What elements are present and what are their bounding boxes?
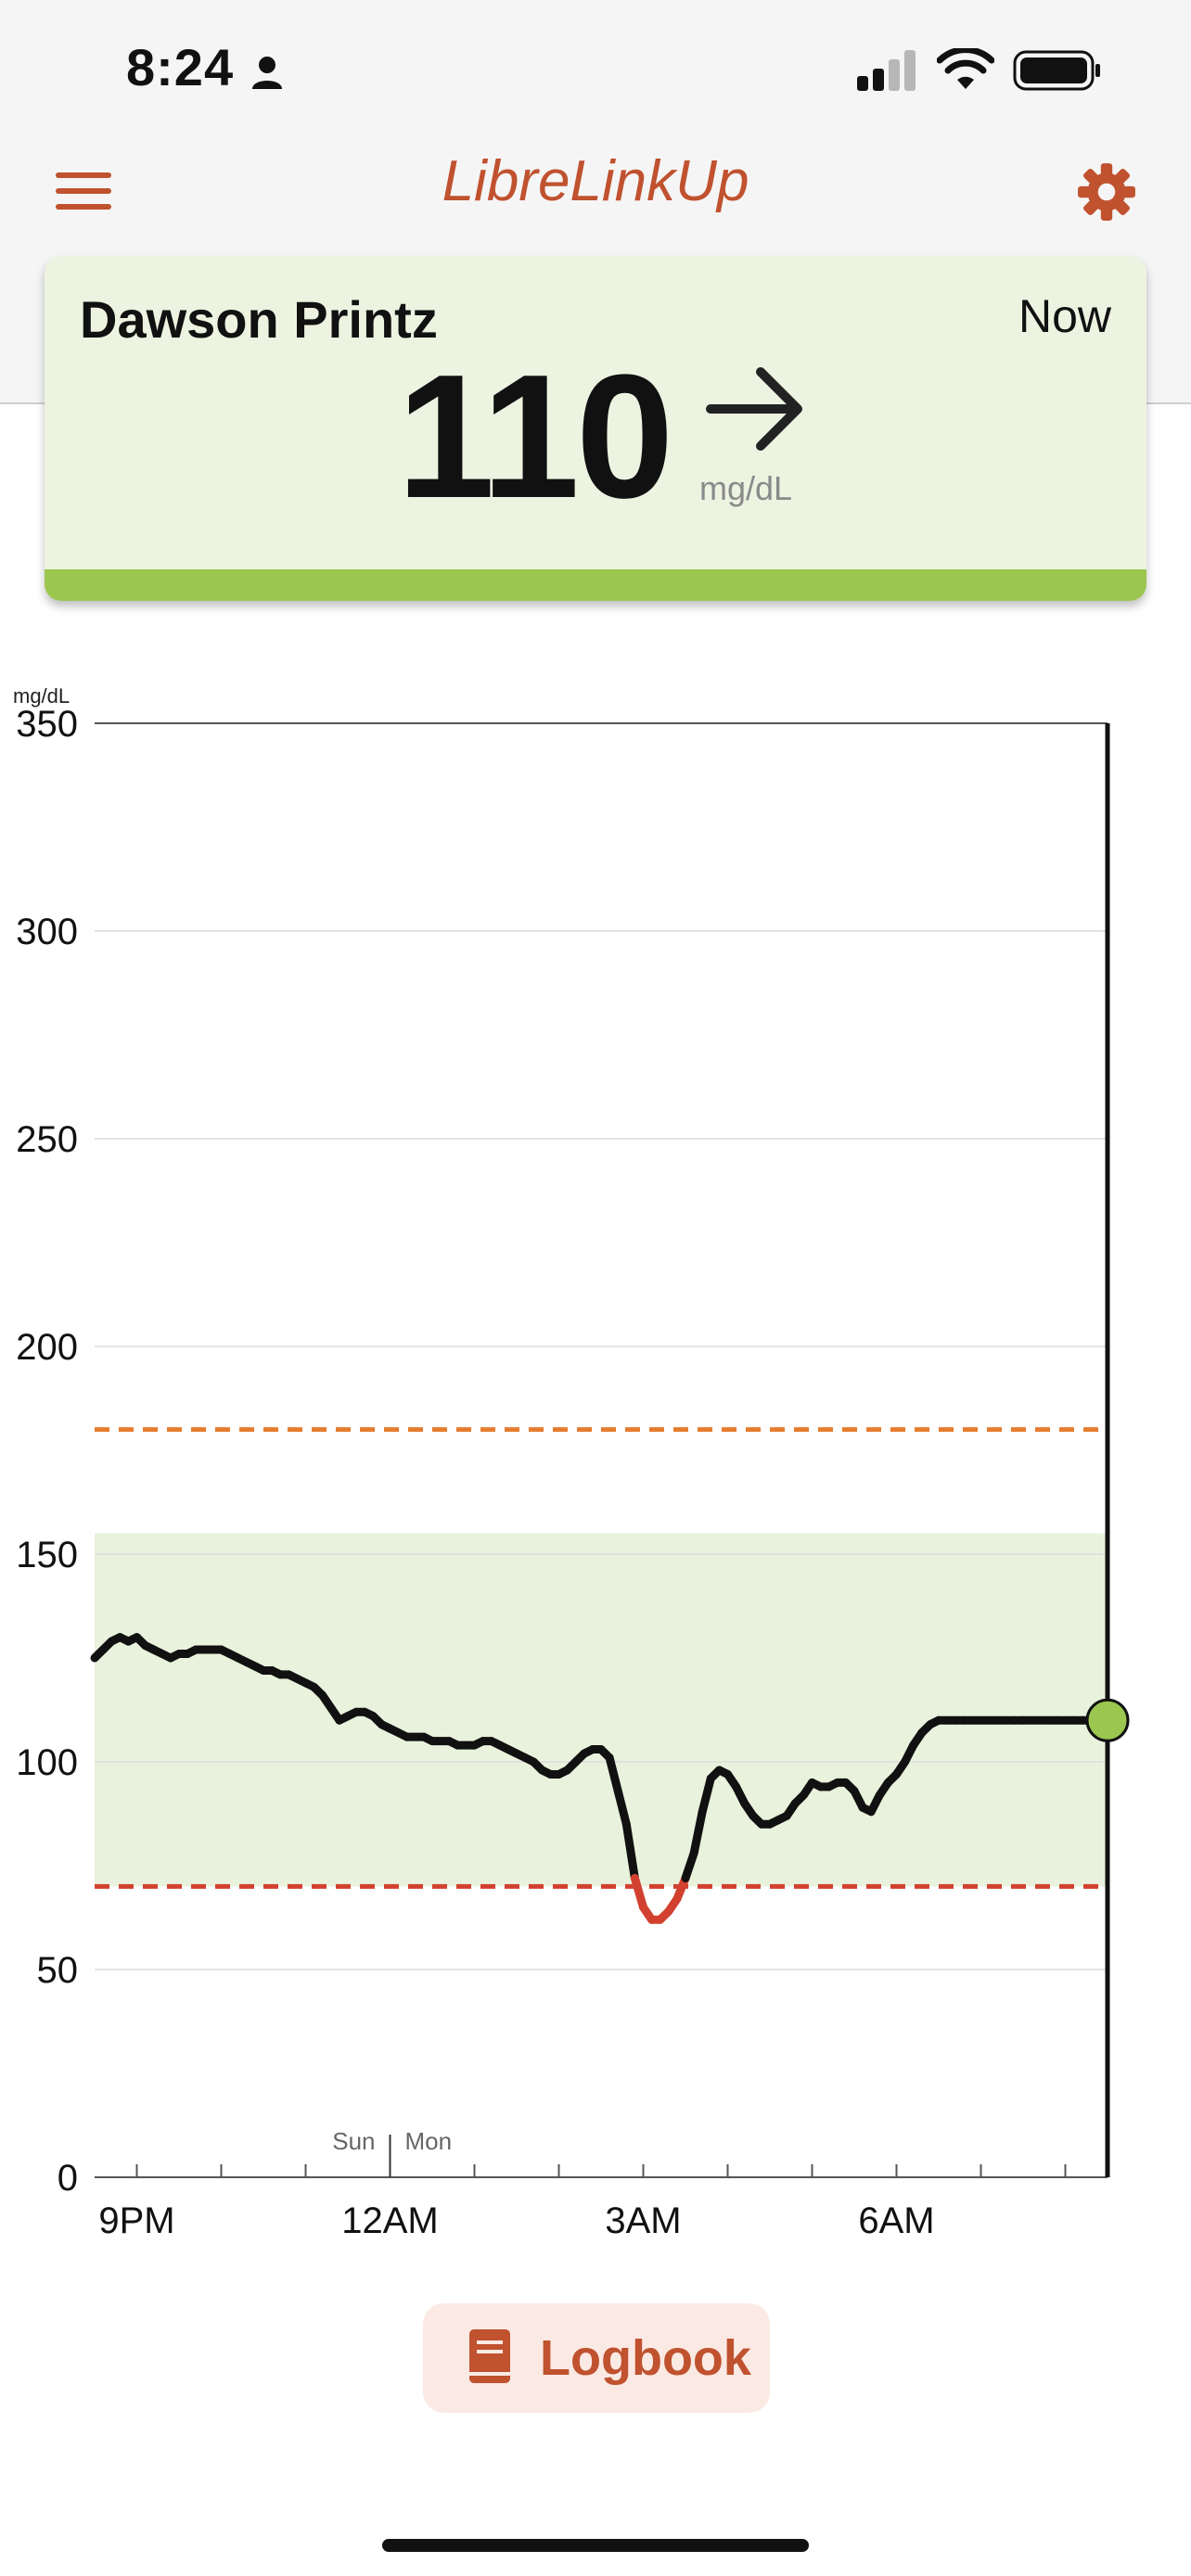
person-icon [252,57,282,89]
x-tick-label: 6AM [858,2200,934,2241]
series-segment [630,1873,647,1912]
glucose-unit: mg/dL [699,469,793,507]
series-segment [681,1849,698,1882]
current-reading-point [1085,1698,1130,1742]
patient-name: Dawson Printz [80,290,438,349]
current-reading-card[interactable]: Dawson Printz Now 110 mg/dL [45,256,1146,601]
signal-icon [857,50,916,91]
y-axis-unit: mg/dL [13,684,70,708]
status-time: 8:24 [126,38,235,96]
glucose-series [90,1633,1112,1924]
y-tick-label: 150 [16,1535,78,1575]
glucose-value: 110 [397,338,674,535]
x-tick-label: 12AM [341,2200,439,2241]
chart-gridlines [95,722,1108,2178]
logbook-label: Logbook [540,2330,751,2386]
series-segment [613,1786,631,1829]
y-axis-labels: 0 50 100 150 200 250 300 350 [16,704,78,2199]
logbook-button[interactable]: Logbook [423,2303,770,2413]
target-range-band [95,1533,1108,1887]
series-segment [698,1774,715,1817]
status-color-bar [45,569,1146,601]
series-segment [605,1753,622,1795]
x-tick-label: 9PM [98,2200,174,2241]
series-segment [689,1807,707,1858]
trend-arrow-icon [706,367,802,451]
gear-icon[interactable] [1076,161,1137,223]
glucose-chart[interactable]: mg/dL 0 50 100 150 200 250 300 350 9PM 12AM 3AM 6A… [0,668,1191,2263]
y-tick-label: 350 [16,704,78,745]
series-segment [621,1819,639,1882]
y-tick-label: 300 [16,912,78,952]
x-tick-label: 3AM [605,2200,681,2241]
y-tick-label: 250 [16,1119,78,1160]
y-tick-label: 100 [16,1742,78,1783]
x-axis: 9PM 12AM 3AM 6AM Sun Mon [98,2127,1067,2241]
day-label-mon: Mon [405,2127,453,2155]
day-label-sun: Sun [332,2127,375,2155]
y-tick-label: 50 [37,1950,79,1991]
menu-icon[interactable] [50,167,117,215]
reading-time-label: Now [1018,290,1111,342]
book-icon [469,2329,510,2383]
battery-icon [1013,50,1100,91]
wifi-icon [937,48,994,89]
home-indicator [382,2539,809,2552]
y-tick-label: 0 [58,2158,78,2199]
app-title: LibreLinkUp [442,149,749,213]
y-tick-label: 200 [16,1327,78,1368]
